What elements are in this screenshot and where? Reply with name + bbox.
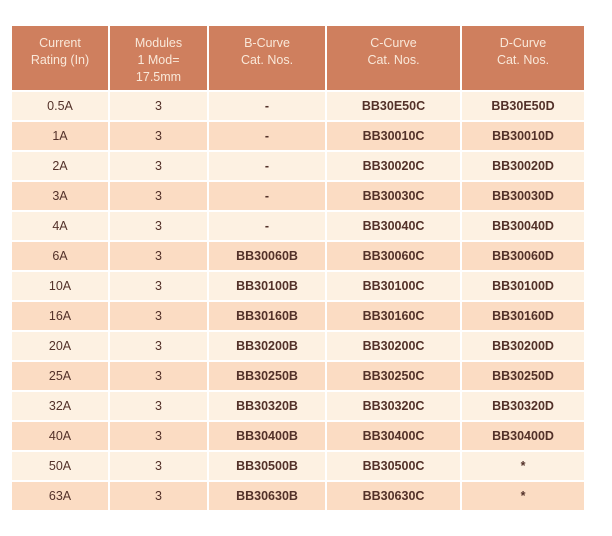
- table-cell: 3: [110, 452, 207, 480]
- table-cell: BB30040D: [462, 212, 584, 240]
- table-cell: BB30040C: [327, 212, 460, 240]
- table-cell: 2A: [12, 152, 108, 180]
- table-cell: 20A: [12, 332, 108, 360]
- table-cell: BB30500B: [209, 452, 325, 480]
- table-cell: 40A: [12, 422, 108, 450]
- table-cell: 3: [110, 92, 207, 120]
- table-cell: 3: [110, 302, 207, 330]
- table-cell: -: [209, 152, 325, 180]
- table-cell: BB30250C: [327, 362, 460, 390]
- table-cell: BB30200D: [462, 332, 584, 360]
- table-cell: 3: [110, 482, 207, 510]
- table-cell: 50A: [12, 452, 108, 480]
- header-modules: Modules 1 Mod= 17.5mm: [110, 26, 207, 90]
- table-cell: 3: [110, 332, 207, 360]
- table-row: 0.5A 3- BB30E50C BB30E50D: [12, 92, 584, 120]
- table-cell: BB30060B: [209, 242, 325, 270]
- table-cell: BB30030C: [327, 182, 460, 210]
- header-c-curve: C-Curve Cat. Nos.: [327, 26, 460, 90]
- table-cell: BB30020D: [462, 152, 584, 180]
- table-cell: BB30020C: [327, 152, 460, 180]
- table-cell: 16A: [12, 302, 108, 330]
- table-cell: BB30E50C: [327, 92, 460, 120]
- table-cell: BB30060D: [462, 242, 584, 270]
- table-cell: BB30160C: [327, 302, 460, 330]
- table-cell: BB30400C: [327, 422, 460, 450]
- table-row: 2A 3- BB30020C BB30020D: [12, 152, 584, 180]
- table-cell: BB30320B: [209, 392, 325, 420]
- table-cell: *: [462, 482, 584, 510]
- table-cell: 3: [110, 392, 207, 420]
- table-cell: BB30500C: [327, 452, 460, 480]
- table-cell: BB30200B: [209, 332, 325, 360]
- table-cell: BB30320C: [327, 392, 460, 420]
- table-body: 0.5A 3- BB30E50C BB30E50D 1A 3- BB30010C BB3001…: [12, 92, 584, 510]
- table-cell: BB30400B: [209, 422, 325, 450]
- table-row: 63A 3 BB30630B BB30630C *: [12, 482, 584, 510]
- table-cell: BB30100C: [327, 272, 460, 300]
- table-cell: 63A: [12, 482, 108, 510]
- table-cell: 25A: [12, 362, 108, 390]
- table-cell: *: [462, 452, 584, 480]
- table-cell: BB30010C: [327, 122, 460, 150]
- table-cell: 4A: [12, 212, 108, 240]
- table-cell: BB30060C: [327, 242, 460, 270]
- table-row: 40A 3 BB30400B BB30400C BB30400D: [12, 422, 584, 450]
- table-cell: BB30100B: [209, 272, 325, 300]
- ratings-table-wrap: Current Rating (In) Modules 1 Mod= 17.5m…: [10, 24, 586, 512]
- table-cell: BB30200C: [327, 332, 460, 360]
- header-d-curve: D-Curve Cat. Nos.: [462, 26, 584, 90]
- table-cell: -: [209, 182, 325, 210]
- table-cell: BB30030D: [462, 182, 584, 210]
- table-cell: 3: [110, 182, 207, 210]
- table-cell: BB30630B: [209, 482, 325, 510]
- table-cell: -: [209, 92, 325, 120]
- table-cell: 3: [110, 272, 207, 300]
- table-cell: 3: [110, 242, 207, 270]
- table-cell: -: [209, 212, 325, 240]
- table-cell: BB30E50D: [462, 92, 584, 120]
- table-cell: BB30100D: [462, 272, 584, 300]
- table-row: 32A 3 BB30320B BB30320C BB30320D: [12, 392, 584, 420]
- table-row: 50A 3 BB30500B BB30500C *: [12, 452, 584, 480]
- table-row: 3A 3- BB30030C BB30030D: [12, 182, 584, 210]
- table-cell: BB30160D: [462, 302, 584, 330]
- table-row: 1A 3- BB30010C BB30010D: [12, 122, 584, 150]
- table-cell: BB30320D: [462, 392, 584, 420]
- header-current-rating: Current Rating (In): [12, 26, 108, 90]
- table-row: 20A 3 BB30200B BB30200C BB30200D: [12, 332, 584, 360]
- table-cell: 6A: [12, 242, 108, 270]
- table-cell: 1A: [12, 122, 108, 150]
- table-cell: BB30630C: [327, 482, 460, 510]
- table-header: Current Rating (In) Modules 1 Mod= 17.5m…: [12, 26, 584, 90]
- table-cell: 10A: [12, 272, 108, 300]
- table-cell: BB30400D: [462, 422, 584, 450]
- mcb-ratings-table: Current Rating (In) Modules 1 Mod= 17.5m…: [10, 24, 586, 512]
- table-cell: 3: [110, 212, 207, 240]
- table-row: 10A 3 BB30100B BB30100C BB30100D: [12, 272, 584, 300]
- table-cell: 3: [110, 422, 207, 450]
- table-cell: BB30250B: [209, 362, 325, 390]
- table-cell: 3: [110, 122, 207, 150]
- table-cell: BB30250D: [462, 362, 584, 390]
- table-row: 4A 3- BB30040C BB30040D: [12, 212, 584, 240]
- table-cell: BB30160B: [209, 302, 325, 330]
- table-cell: 32A: [12, 392, 108, 420]
- table-cell: 3: [110, 362, 207, 390]
- table-cell: -: [209, 122, 325, 150]
- table-cell: 3: [110, 152, 207, 180]
- table-cell: BB30010D: [462, 122, 584, 150]
- table-cell: 3A: [12, 182, 108, 210]
- header-b-curve: B-Curve Cat. Nos.: [209, 26, 325, 90]
- table-cell: 0.5A: [12, 92, 108, 120]
- table-row: 25A 3 BB30250B BB30250C BB30250D: [12, 362, 584, 390]
- table-row: 6A 3 BB30060B BB30060C BB30060D: [12, 242, 584, 270]
- header-row: Current Rating (In) Modules 1 Mod= 17.5m…: [12, 26, 584, 90]
- table-row: 16A 3 BB30160B BB30160C BB30160D: [12, 302, 584, 330]
